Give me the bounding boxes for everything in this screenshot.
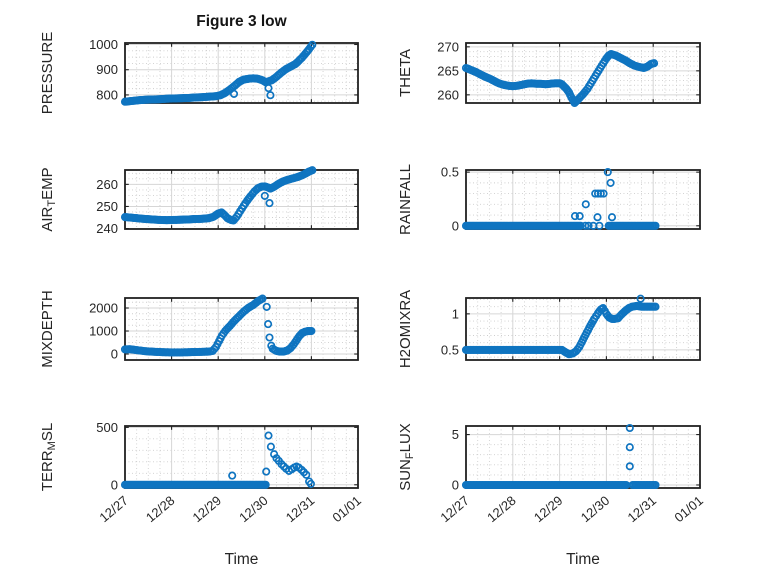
axes-box <box>124 297 359 361</box>
figure-title: Figure 3 low <box>196 13 287 30</box>
series-h2omixra <box>461 294 660 359</box>
x-tick-label: 12/27 <box>96 493 131 525</box>
subplot-terrmsl: 0 500 12/27 12/28 12/29 12/30 12/31 01/01 TERRMS… <box>39 420 364 525</box>
y-axis-label-pressure: PRESSURE <box>39 32 56 115</box>
x-axis-label-right: Time <box>566 551 600 568</box>
x-axis-label-left: Time <box>224 551 259 568</box>
y-tick-label: 270 <box>437 39 459 54</box>
y-tick-label: 2000 <box>89 301 118 316</box>
minor-grid <box>466 170 700 229</box>
x-tick-labels: 12/27 12/28 12/29 12/30 12/31 01/01 <box>96 493 364 525</box>
x-tick-label: 01/01 <box>329 493 364 525</box>
series-terrmsl <box>120 431 315 489</box>
axes-box <box>124 169 359 230</box>
y-axis-label-mixdepth: MIXDEPTH <box>39 290 56 368</box>
y-tick-label: 265 <box>437 63 459 78</box>
x-tick-label: 12/28 <box>143 493 178 525</box>
x-tick-label: 12/30 <box>578 493 613 525</box>
y-axis-label-airtemp: AIRTEMP <box>39 167 58 231</box>
tick-marks <box>465 170 701 229</box>
y-tick-label: 0 <box>452 477 459 492</box>
x-tick-label: 12/30 <box>236 493 271 525</box>
y-tick-labels: 0 1000 2000 <box>89 301 118 362</box>
y-tick-labels: 00.5 <box>441 165 459 234</box>
y-tick-labels: 240 250 260 <box>96 177 118 236</box>
axes-box <box>465 169 701 230</box>
x-tick-label: 01/01 <box>671 493 706 525</box>
series-pressure <box>120 40 317 106</box>
x-tick-label: 12/31 <box>625 493 660 525</box>
y-axis-label-theta: THETA <box>397 49 414 97</box>
subplot-pressure: 800 900 1000 PRESSURE <box>39 32 359 115</box>
x-tick-label: 12/29 <box>190 493 225 525</box>
y-tick-labels: 0 500 <box>96 420 118 492</box>
y-tick-label: 0 <box>111 477 118 492</box>
minor-grid <box>125 426 358 488</box>
series-airtemp <box>120 166 317 225</box>
tick-marks <box>124 43 359 103</box>
subplot-airtemp: 240 250 260 AIRTEMP <box>39 166 359 236</box>
major-grid <box>466 170 700 229</box>
minor-grid <box>125 43 358 103</box>
y-tick-labels: 800 900 1000 <box>89 37 118 102</box>
subplot-theta: 260 265 270 THETA <box>397 39 701 108</box>
axes-box <box>465 42 701 104</box>
y-tick-labels: 260 265 270 <box>437 39 459 102</box>
y-tick-label: 260 <box>437 87 459 102</box>
y-tick-label: 1000 <box>89 324 118 339</box>
y-tick-label: 0.5 <box>441 165 459 180</box>
y-tick-label: 900 <box>96 62 118 77</box>
y-tick-label: 0.5 <box>441 342 459 357</box>
y-axis-label-h2omixra: H2OMIXRA <box>397 290 414 368</box>
x-tick-label: 12/27 <box>437 493 472 525</box>
minor-grid <box>466 426 700 488</box>
y-tick-label: 5 <box>452 427 459 442</box>
y-tick-label: 1000 <box>89 37 118 52</box>
subplot-mixdepth: 0 1000 2000 MIXDEPTH <box>39 290 359 368</box>
y-tick-label: 500 <box>96 420 118 435</box>
series-theta <box>461 49 659 108</box>
y-tick-label: 0 <box>452 218 459 233</box>
axes-box <box>124 42 359 104</box>
minor-grid <box>466 298 700 360</box>
y-axis-label-rainfall: RAINFALL <box>397 164 414 235</box>
series-mixdepth <box>120 294 316 357</box>
tick-marks <box>465 298 701 360</box>
y-axis-label-terrmsl: TERRMSL <box>39 423 58 491</box>
y-tick-label: 0 <box>111 347 118 362</box>
major-grid <box>125 43 358 103</box>
series-rainfall <box>461 168 660 230</box>
y-tick-label: 250 <box>96 199 118 214</box>
series-sunflux <box>461 423 660 490</box>
x-tick-label: 12/31 <box>283 493 318 525</box>
y-tick-labels: 0.51 <box>441 306 459 357</box>
tick-marks <box>465 43 701 103</box>
y-tick-label: 240 <box>96 221 118 236</box>
y-tick-label: 1 <box>452 306 459 321</box>
axes-box <box>465 297 701 361</box>
y-tick-label: 260 <box>96 177 118 192</box>
x-tick-label: 12/28 <box>484 493 519 525</box>
tick-marks <box>124 170 359 230</box>
y-tick-labels: 05 <box>452 427 459 492</box>
y-axis-label-sunflux: SUNFLUX <box>397 423 416 491</box>
x-tick-label: 12/29 <box>531 493 566 525</box>
y-tick-label: 800 <box>96 87 118 102</box>
x-tick-labels: 12/27 12/28 12/29 12/30 12/31 01/01 <box>437 493 706 525</box>
